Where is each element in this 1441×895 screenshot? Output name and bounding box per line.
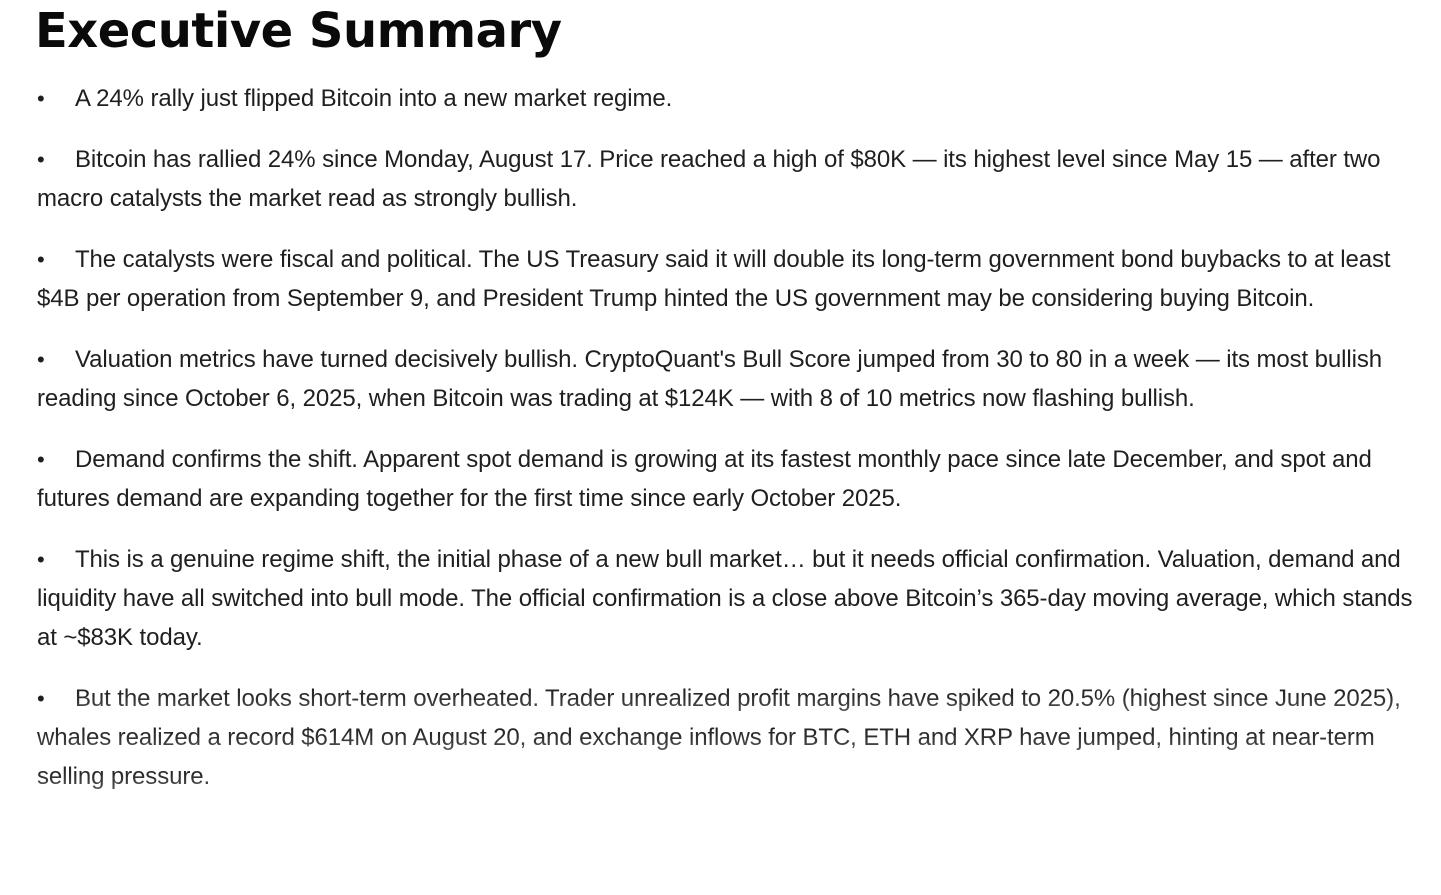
- bullet-icon: •: [37, 347, 45, 372]
- bullet-text: Demand confirms the shift. Apparent spot…: [37, 446, 1372, 512]
- bullet-text: Bitcoin has rallied 24% since Monday, Au…: [37, 146, 1381, 212]
- bullet-item-6: • This is a genuine regime shift, the ini…: [37, 540, 1421, 657]
- page-title: Executive Summary: [35, 3, 562, 59]
- bullet-text: Valuation metrics have turned decisively…: [37, 346, 1383, 412]
- bullet-icon: •: [37, 447, 45, 472]
- bullet-icon: •: [37, 686, 45, 711]
- bullet-item-7: • But the market looks short-term overhea…: [37, 679, 1421, 796]
- bullet-item-3: • The catalysts were fiscal and political…: [37, 240, 1421, 318]
- bullet-text: A 24% rally just flipped Bitcoin into a …: [75, 85, 673, 112]
- bullet-text: The catalysts were fiscal and political.…: [37, 246, 1391, 312]
- bullet-icon: •: [37, 86, 45, 111]
- bullet-item-5: • Demand confirms the shift. Apparent spo…: [37, 440, 1421, 518]
- summary-bullet-list: • A 24% rally just flipped Bitcoin into a…: [37, 79, 1421, 818]
- bullet-text: But the market looks short-term overheat…: [37, 685, 1401, 790]
- bullet-icon: •: [37, 147, 45, 172]
- bullet-item-1: • A 24% rally just flipped Bitcoin into a…: [37, 79, 1421, 118]
- bullet-item-4: • Valuation metrics have turned decisivel…: [37, 340, 1421, 418]
- bullet-text: This is a genuine regime shift, the init…: [37, 546, 1413, 651]
- bullet-icon: •: [37, 547, 45, 572]
- bullet-item-2: • Bitcoin has rallied 24% since Monday, A…: [37, 140, 1421, 218]
- bullet-icon: •: [37, 247, 45, 272]
